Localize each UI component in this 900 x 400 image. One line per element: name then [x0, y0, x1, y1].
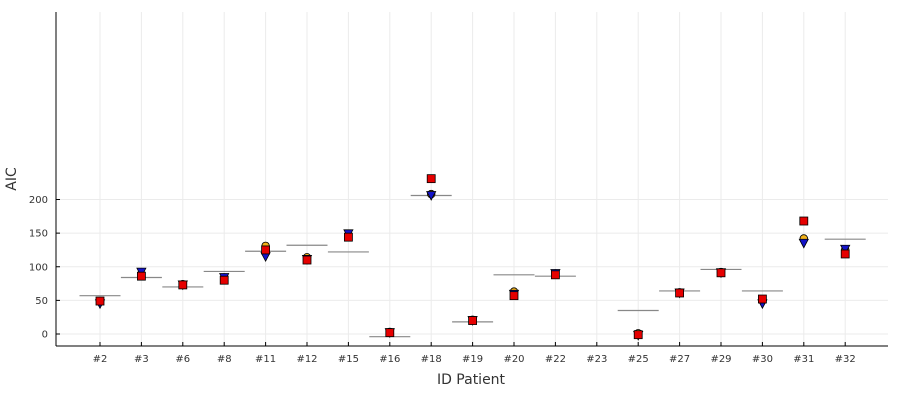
square-point — [675, 288, 684, 298]
x-tick-label: #8 — [217, 354, 232, 365]
x-tick-label: #32 — [835, 354, 856, 365]
x-tick-label: #3 — [134, 354, 149, 365]
x-tick-label: #31 — [793, 354, 814, 365]
square-point — [219, 275, 229, 285]
x-tick-label: #19 — [462, 354, 483, 365]
x-tick-label: #2 — [93, 354, 108, 365]
x-tick-label: #25 — [628, 354, 649, 365]
triangle-point — [840, 244, 851, 255]
x-tick-label: #30 — [752, 354, 773, 365]
square-point — [840, 249, 850, 259]
square-point — [136, 271, 146, 281]
square-point — [509, 291, 519, 301]
square-point — [551, 270, 560, 280]
x-tick-label: #27 — [669, 354, 690, 365]
y-tick-label: 150 — [29, 229, 48, 240]
x-tick-label: #23 — [586, 354, 607, 365]
triangle-point — [798, 238, 809, 249]
x-tick-label: #12 — [296, 354, 317, 365]
square-point — [799, 216, 809, 226]
x-tick-label: #16 — [379, 354, 400, 365]
square-point — [426, 174, 436, 184]
y-tick-label: 100 — [29, 262, 48, 273]
data-points — [94, 174, 851, 341]
square-point — [343, 232, 353, 242]
x-tick-label: #20 — [503, 354, 524, 365]
square-point — [261, 245, 271, 255]
y-tick-label: 0 — [42, 330, 48, 341]
x-tick-label: #29 — [710, 354, 731, 365]
y-tick-label: 200 — [29, 195, 48, 206]
square-point — [468, 316, 478, 325]
x-tick-label: #11 — [255, 354, 276, 365]
x-tick-label: #18 — [421, 354, 442, 365]
triangle-point — [426, 191, 437, 201]
y-tick-label: 50 — [35, 296, 48, 307]
square-point — [302, 255, 312, 265]
square-point — [716, 268, 726, 278]
x-tick-label: #22 — [545, 354, 566, 365]
square-point — [758, 294, 767, 304]
square-point — [178, 280, 188, 290]
square-point — [633, 330, 643, 340]
y-axis-label: AIC — [4, 167, 20, 191]
tick-labels: 0 50 100 150 200 #2 #3 #6 #8 #11 #12 #15 #16 #18 #19 #2… — [29, 195, 856, 365]
square-point — [95, 296, 105, 306]
square-point — [385, 328, 395, 338]
x-tick-label: #6 — [175, 354, 190, 365]
x-tick-label: #15 — [338, 354, 359, 365]
x-axis-label: ID Patient — [437, 372, 506, 388]
axes — [55, 12, 888, 347]
